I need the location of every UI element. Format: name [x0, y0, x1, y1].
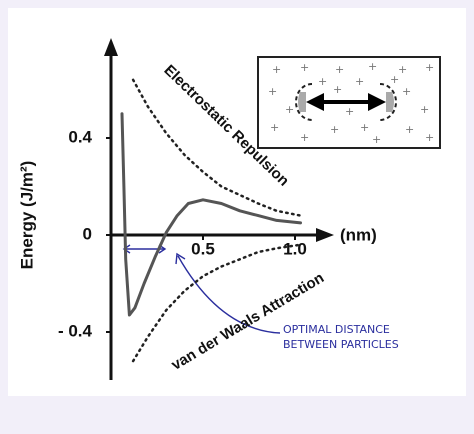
svg-text:+: + [335, 63, 344, 76]
svg-text:+: + [398, 63, 407, 76]
y-tick-label: 0.4 [68, 127, 92, 146]
svg-text:+: + [300, 131, 309, 144]
svg-text:+: + [425, 131, 434, 144]
y-axis-label: Energy (J/m²) [17, 161, 36, 270]
svg-text:+: + [390, 73, 399, 86]
svg-text:+: + [402, 85, 411, 98]
svg-text:+: + [285, 103, 294, 116]
svg-text:+: + [355, 75, 364, 88]
svg-text:+: + [372, 133, 381, 146]
svg-text:+: + [330, 123, 339, 136]
energy-curve [120, 112, 302, 317]
svg-text:+: + [272, 63, 281, 76]
annotation: BETWEEN PARTICLES [283, 338, 399, 351]
svg-text:+: + [333, 83, 342, 96]
dotted-curve [131, 78, 302, 217]
svg-text:+: + [425, 61, 434, 74]
svg-text:+: + [345, 105, 354, 118]
svg-text:+: + [268, 85, 277, 98]
y-tick-label: - 0.4 [58, 321, 93, 340]
svg-text:+: + [420, 103, 429, 116]
y-axis-arrow [104, 38, 118, 56]
svg-text:+: + [368, 60, 377, 73]
dotted-curve [131, 243, 302, 363]
svg-text:+: + [318, 75, 327, 88]
x-axis-label: (nm) [340, 225, 377, 244]
annotation: OPTIMAL DISTANCE [283, 323, 390, 336]
inset-diagram: + + + + + + ++++++ ++++++ ++++ [257, 56, 441, 149]
svg-text:+: + [360, 121, 369, 134]
y-tick-label: 0 [83, 224, 92, 243]
svg-text:+: + [300, 61, 309, 74]
svg-text:+: + [405, 123, 414, 136]
x-axis-arrow [316, 228, 334, 242]
svg-text:+: + [270, 121, 279, 134]
x-tick-label: 0.5 [191, 239, 215, 258]
x-tick-label: 1.0 [283, 239, 307, 258]
